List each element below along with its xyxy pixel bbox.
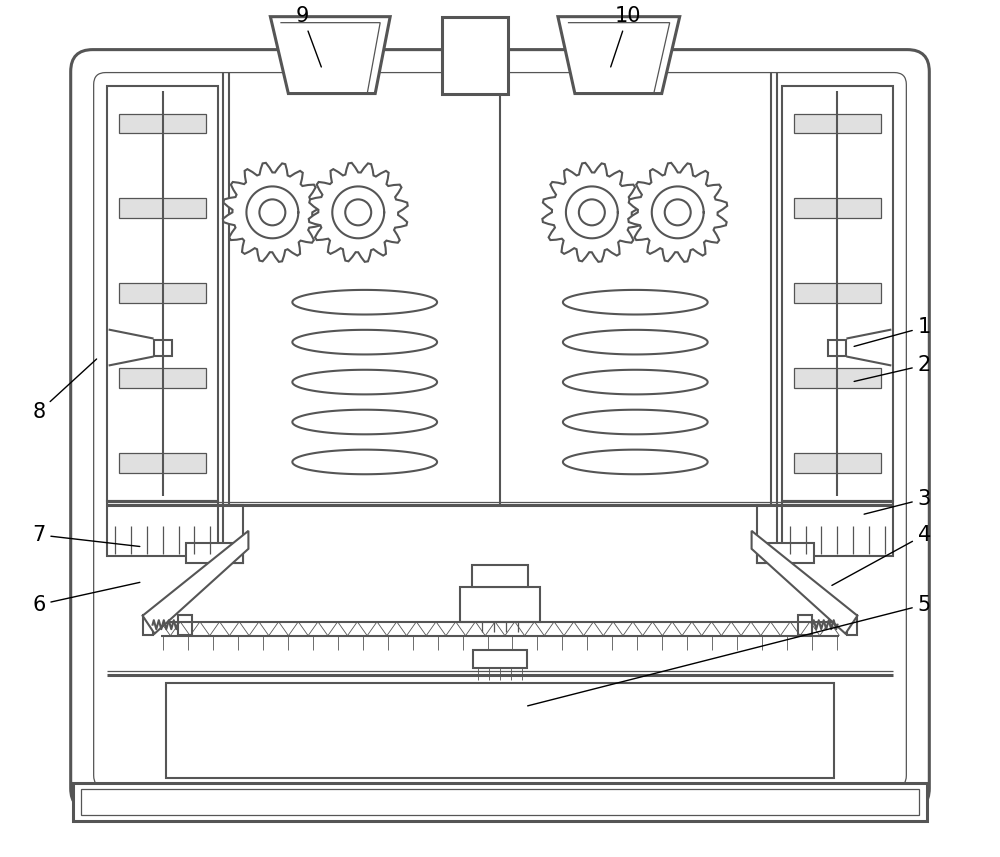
Polygon shape: [292, 290, 437, 315]
Bar: [166, 682, 834, 778]
Bar: [119, 198, 206, 219]
Polygon shape: [628, 163, 727, 262]
Bar: [119, 369, 206, 388]
Text: 4: 4: [832, 524, 931, 585]
Polygon shape: [143, 530, 248, 633]
Polygon shape: [563, 450, 708, 474]
Text: 6: 6: [32, 583, 140, 614]
Polygon shape: [292, 450, 437, 474]
Bar: [460, 587, 540, 621]
Polygon shape: [223, 163, 322, 262]
Text: 5: 5: [528, 595, 931, 706]
Text: 10: 10: [611, 6, 641, 67]
Polygon shape: [292, 369, 437, 394]
Circle shape: [259, 200, 285, 225]
Polygon shape: [292, 410, 437, 434]
Bar: [178, 614, 192, 635]
Circle shape: [665, 200, 691, 225]
Bar: [473, 650, 527, 668]
Circle shape: [345, 200, 371, 225]
Polygon shape: [563, 330, 708, 355]
Bar: [794, 113, 881, 134]
Bar: [472, 565, 528, 587]
Bar: [794, 283, 881, 303]
Polygon shape: [292, 330, 437, 355]
Bar: [81, 789, 919, 815]
Bar: [847, 614, 857, 635]
Text: 2: 2: [854, 355, 931, 381]
Polygon shape: [270, 16, 390, 93]
Text: 3: 3: [864, 488, 931, 514]
Bar: [107, 500, 218, 556]
Bar: [107, 86, 218, 500]
Bar: [782, 500, 893, 556]
Bar: [154, 339, 172, 356]
Polygon shape: [752, 530, 857, 633]
Bar: [119, 113, 206, 134]
Bar: [798, 614, 812, 635]
Text: 7: 7: [32, 524, 140, 547]
Bar: [782, 86, 893, 500]
Bar: [828, 339, 846, 356]
Bar: [757, 505, 777, 563]
Bar: [794, 198, 881, 219]
Bar: [73, 783, 927, 821]
Text: 8: 8: [32, 359, 97, 422]
Bar: [223, 505, 243, 563]
Polygon shape: [558, 16, 680, 93]
Text: 1: 1: [854, 317, 931, 346]
Polygon shape: [309, 163, 408, 262]
Bar: [757, 542, 814, 563]
Bar: [186, 542, 243, 563]
Text: 9: 9: [296, 6, 321, 67]
Bar: [794, 369, 881, 388]
Circle shape: [579, 200, 605, 225]
Bar: [119, 283, 206, 303]
Bar: [794, 453, 881, 473]
Polygon shape: [563, 369, 708, 394]
FancyBboxPatch shape: [71, 50, 929, 811]
Polygon shape: [563, 290, 708, 315]
Polygon shape: [542, 163, 641, 262]
Bar: [143, 614, 153, 635]
Polygon shape: [563, 410, 708, 434]
Bar: [119, 453, 206, 473]
Bar: [442, 16, 508, 93]
